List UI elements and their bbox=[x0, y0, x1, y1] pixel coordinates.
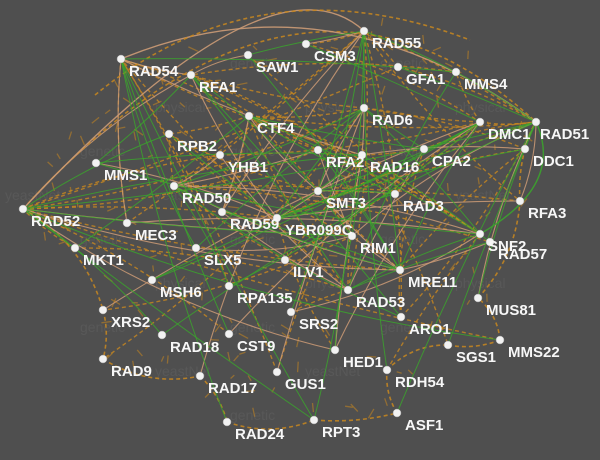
svg-text:ILV1: ILV1 bbox=[293, 264, 324, 281]
svg-text:RAD6: RAD6 bbox=[372, 112, 413, 129]
svg-text:DMC1: DMC1 bbox=[488, 126, 531, 143]
svg-text:ARO1: ARO1 bbox=[409, 321, 451, 338]
svg-text:RAD18: RAD18 bbox=[170, 339, 219, 356]
svg-text:genetic: genetic bbox=[230, 143, 275, 159]
svg-text:RAD24: RAD24 bbox=[235, 426, 285, 443]
svg-text:CTF4: CTF4 bbox=[257, 120, 295, 137]
svg-text:RIM1: RIM1 bbox=[360, 240, 396, 257]
svg-text:MRE11: MRE11 bbox=[408, 274, 457, 291]
svg-text:RAD50: RAD50 bbox=[182, 190, 231, 207]
svg-text:RAD3: RAD3 bbox=[403, 198, 444, 215]
svg-text:RAD59: RAD59 bbox=[230, 216, 279, 233]
svg-text:RAD57: RAD57 bbox=[498, 246, 547, 263]
svg-text:RPB2: RPB2 bbox=[177, 138, 217, 155]
svg-text:RAD9: RAD9 bbox=[111, 363, 152, 380]
svg-text:RAD51: RAD51 bbox=[540, 126, 589, 143]
svg-text:CST9: CST9 bbox=[237, 338, 275, 355]
svg-text:XRS2: XRS2 bbox=[111, 314, 150, 331]
svg-text:RAD16: RAD16 bbox=[370, 159, 419, 176]
svg-text:SAW1: SAW1 bbox=[256, 59, 299, 76]
svg-text:MEC3: MEC3 bbox=[135, 227, 177, 244]
svg-text:MMS1: MMS1 bbox=[104, 167, 147, 184]
svg-text:RAD54: RAD54 bbox=[129, 63, 179, 80]
svg-text:ASF1: ASF1 bbox=[405, 417, 443, 434]
svg-text:yeastNet: yeastNet bbox=[5, 187, 60, 203]
svg-text:DDC1: DDC1 bbox=[533, 153, 574, 170]
svg-text:SLX5: SLX5 bbox=[204, 252, 242, 269]
svg-text:RAD55: RAD55 bbox=[372, 35, 421, 52]
svg-text:YBR099C: YBR099C bbox=[285, 222, 353, 239]
svg-text:RFA3: RFA3 bbox=[528, 205, 566, 222]
svg-text:MUS81: MUS81 bbox=[486, 302, 536, 319]
svg-text:YHB1: YHB1 bbox=[228, 159, 268, 176]
svg-text:RPA135: RPA135 bbox=[237, 290, 293, 307]
svg-text:RFA2: RFA2 bbox=[326, 154, 364, 171]
svg-text:RAD17: RAD17 bbox=[208, 380, 257, 397]
svg-text:SGS1: SGS1 bbox=[456, 349, 496, 366]
svg-text:CSM3: CSM3 bbox=[314, 48, 356, 65]
svg-text:RPT3: RPT3 bbox=[322, 424, 360, 441]
svg-text:RFA1: RFA1 bbox=[199, 79, 237, 96]
svg-text:GUS1: GUS1 bbox=[285, 376, 326, 393]
svg-text:MSH6: MSH6 bbox=[160, 284, 202, 301]
svg-text:SMT3: SMT3 bbox=[326, 195, 366, 212]
svg-text:RAD52: RAD52 bbox=[31, 213, 80, 230]
svg-text:SRS2: SRS2 bbox=[299, 316, 338, 333]
svg-text:GFA1: GFA1 bbox=[406, 71, 445, 88]
svg-text:RAD53: RAD53 bbox=[356, 294, 405, 311]
svg-text:MMS4: MMS4 bbox=[464, 76, 508, 93]
svg-text:MMS22: MMS22 bbox=[508, 344, 560, 361]
svg-text:HED1: HED1 bbox=[343, 354, 383, 371]
svg-text:MKT1: MKT1 bbox=[83, 252, 124, 269]
svg-text:RDH54: RDH54 bbox=[395, 374, 445, 391]
svg-text:CPA2: CPA2 bbox=[432, 153, 471, 170]
